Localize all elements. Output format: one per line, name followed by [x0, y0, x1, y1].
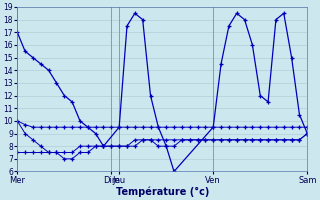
X-axis label: Température (°c): Température (°c)	[116, 186, 209, 197]
